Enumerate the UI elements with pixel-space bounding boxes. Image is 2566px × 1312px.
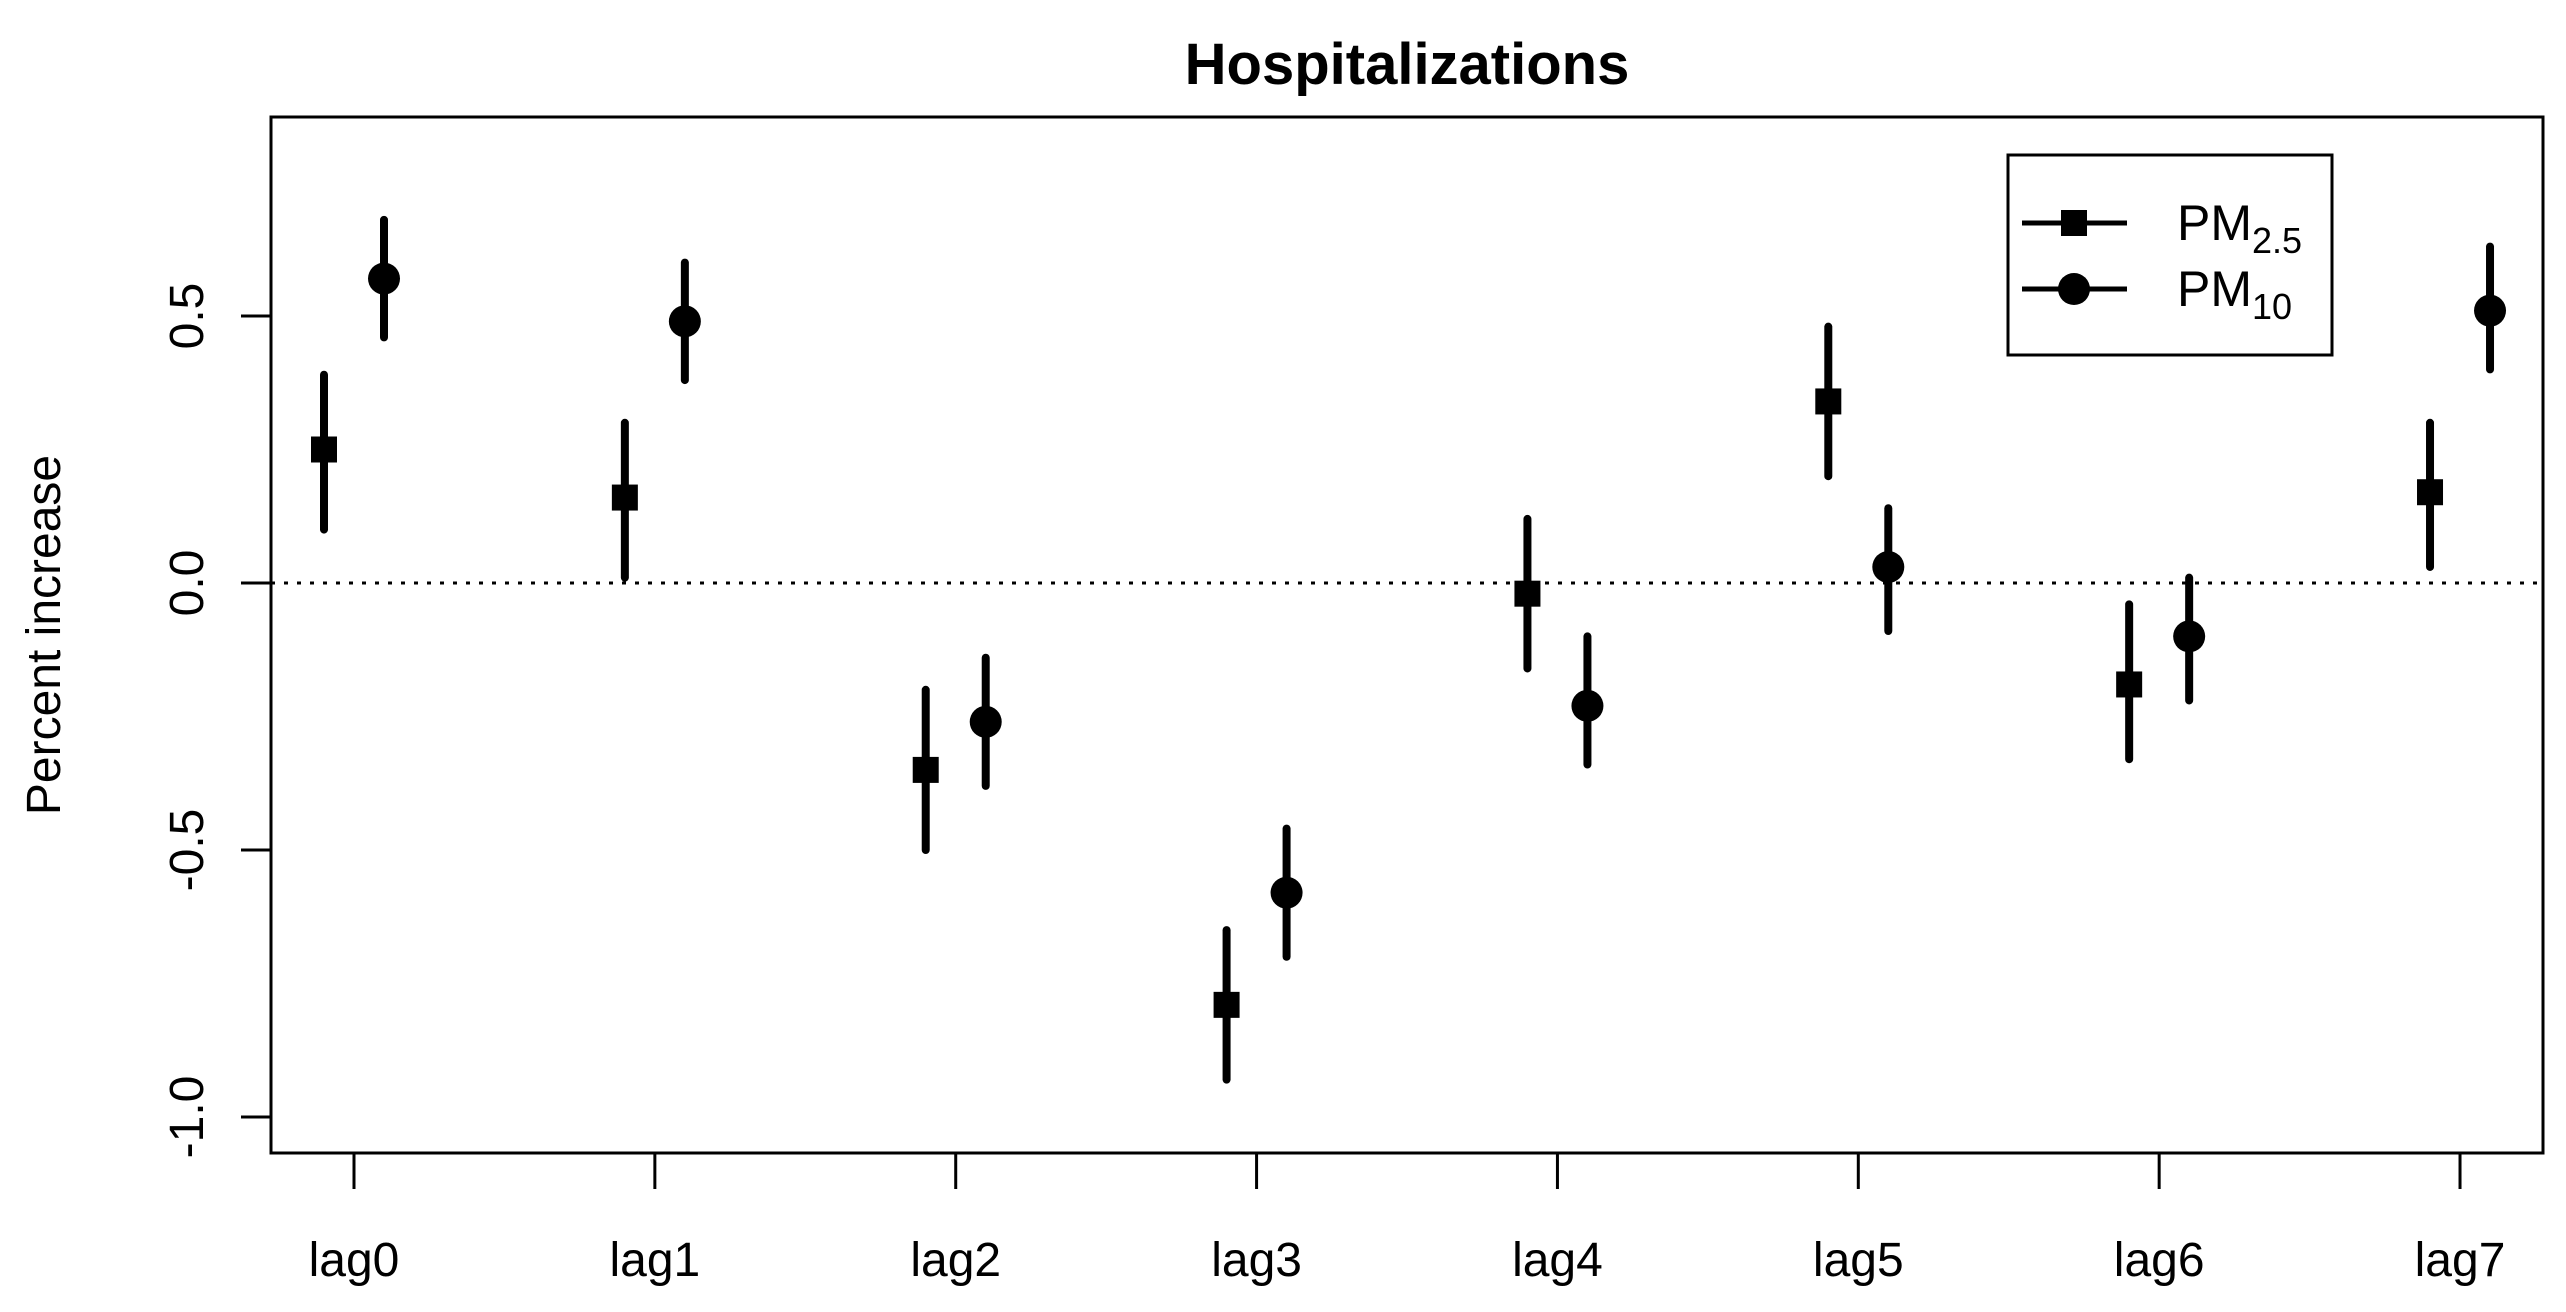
pm10-marker (1270, 876, 1303, 909)
series-pm2.5 (311, 322, 2444, 1084)
x-tick-label: lag2 (910, 1234, 1001, 1287)
pm2.5-marker (912, 756, 939, 783)
legend-square-marker (2061, 210, 2087, 236)
y-tick-label: 0.0 (161, 550, 214, 617)
x-tick-label: lag0 (309, 1234, 400, 1287)
y-axis-label: Percent increase (18, 455, 71, 815)
legend-box (2006, 153, 2334, 357)
pm2.5-marker (611, 484, 638, 511)
x-tick-label: lag7 (2415, 1234, 2506, 1287)
chart-title: Hospitalizations (1185, 32, 1630, 97)
x-tick-label: lag3 (1211, 1234, 1302, 1287)
legend-label: PM10 (2177, 261, 2292, 327)
x-tick-label: lag6 (2114, 1234, 2205, 1287)
pm10-marker (1872, 550, 1905, 583)
pm10-marker (2173, 620, 2206, 653)
y-tick-label: 0.5 (161, 283, 214, 350)
pm10-marker (368, 262, 400, 295)
legend-label: PM2.5 (2177, 195, 2302, 261)
series-pm10 (368, 215, 2507, 961)
pm10-marker (969, 705, 1002, 738)
pm2.5-marker (2116, 671, 2143, 698)
pm10-marker (668, 305, 701, 338)
y-tick-label: -1.0 (161, 1076, 214, 1159)
pm2.5-marker (1514, 580, 1541, 607)
plot-border (269, 115, 2545, 1155)
x-tick-label: lag1 (609, 1234, 700, 1287)
pm10-marker (1571, 689, 1604, 722)
legend-circle-marker (2058, 273, 2090, 305)
pm2.5-marker (311, 436, 337, 463)
pm2.5-marker (1815, 388, 1842, 415)
y-tick-label: -0.5 (161, 809, 214, 892)
x-tick-label: lag4 (1512, 1234, 1603, 1287)
pm2.5-marker (2417, 479, 2444, 506)
x-tick-label: lag5 (1813, 1234, 1904, 1287)
pm2.5-marker (1213, 991, 1240, 1018)
pm10-marker (2474, 294, 2507, 327)
